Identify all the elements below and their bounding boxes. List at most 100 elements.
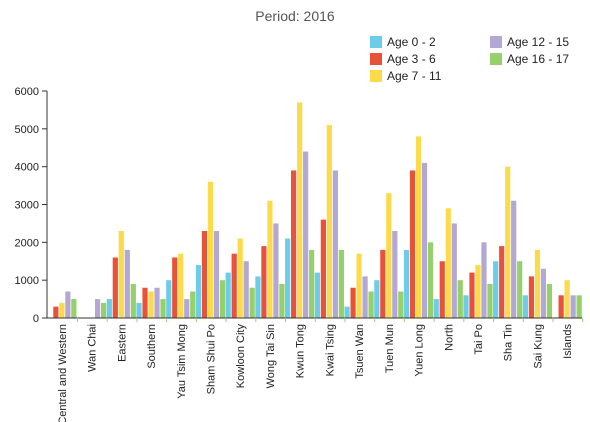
y-tick-label: 2000 [15, 237, 39, 249]
y-tick-label: 0 [33, 313, 39, 325]
bar[interactable] [291, 170, 297, 318]
bar[interactable] [112, 257, 118, 318]
legend-swatch[interactable] [370, 36, 382, 48]
bar[interactable] [201, 230, 208, 318]
bar[interactable] [374, 280, 380, 318]
legend-label[interactable]: Age 3 - 6 [387, 52, 436, 66]
bar[interactable] [415, 136, 422, 318]
bar[interactable] [190, 291, 196, 318]
bar[interactable] [380, 249, 386, 318]
bar[interactable] [481, 242, 487, 318]
bar[interactable] [534, 249, 541, 318]
bar[interactable] [469, 272, 475, 318]
bar[interactable] [184, 299, 190, 318]
legend-label[interactable]: Age 0 - 2 [387, 35, 436, 49]
bar[interactable] [195, 265, 202, 318]
bar[interactable] [427, 242, 434, 318]
bar[interactable] [493, 261, 499, 318]
bar[interactable] [136, 302, 142, 318]
bar[interactable] [297, 102, 303, 318]
bar[interactable] [100, 302, 107, 318]
bar[interactable] [522, 295, 529, 318]
bar[interactable] [517, 261, 523, 318]
bar[interactable] [332, 170, 338, 318]
bar[interactable] [409, 170, 416, 318]
bar[interactable] [386, 193, 392, 318]
bar[interactable] [124, 249, 130, 318]
bar[interactable] [451, 223, 457, 318]
bar[interactable] [362, 276, 368, 318]
bar[interactable] [279, 283, 285, 318]
bar[interactable] [309, 249, 315, 318]
bar[interactable] [231, 253, 237, 318]
bar[interactable] [457, 280, 463, 318]
bar[interactable] [219, 280, 226, 318]
bar[interactable] [528, 276, 535, 318]
bar[interactable] [326, 125, 332, 318]
bar[interactable] [320, 219, 326, 318]
bar[interactable] [65, 291, 71, 318]
bar[interactable] [207, 181, 214, 318]
legend-swatch[interactable] [490, 53, 502, 65]
bar[interactable] [53, 306, 59, 318]
bar[interactable] [154, 287, 160, 318]
bar[interactable] [166, 280, 172, 318]
bar[interactable] [576, 295, 582, 318]
bar[interactable] [225, 272, 231, 318]
bar[interactable] [267, 200, 273, 318]
bar[interactable] [148, 291, 154, 318]
bar[interactable] [392, 230, 398, 318]
bar[interactable] [237, 238, 243, 318]
bar[interactable] [59, 302, 65, 318]
bar[interactable] [160, 299, 166, 318]
bar[interactable] [463, 295, 469, 318]
bar[interactable] [106, 299, 112, 318]
bar[interactable] [344, 306, 350, 318]
bar[interactable] [475, 265, 481, 318]
bar[interactable] [403, 249, 410, 318]
x-tick-label: Wan Chai [87, 324, 99, 372]
bar[interactable] [445, 208, 451, 318]
bar[interactable] [558, 295, 564, 318]
bar[interactable] [130, 283, 136, 318]
bar[interactable] [249, 287, 255, 318]
bar[interactable] [243, 261, 249, 318]
legend-swatch[interactable] [370, 53, 382, 65]
bar[interactable] [71, 299, 77, 318]
bar[interactable] [303, 151, 309, 318]
bar[interactable] [255, 276, 261, 318]
bar[interactable] [350, 287, 356, 318]
legend-swatch[interactable] [490, 36, 502, 48]
legend-label[interactable]: Age 12 - 15 [507, 35, 569, 49]
bar[interactable] [564, 280, 570, 318]
bar[interactable] [142, 287, 148, 318]
bar[interactable] [433, 299, 439, 318]
bar[interactable] [118, 230, 124, 318]
bar[interactable] [338, 249, 344, 318]
bar[interactable] [439, 261, 445, 318]
legend-swatch[interactable] [370, 70, 382, 82]
bar[interactable] [178, 253, 184, 318]
bar[interactable] [570, 295, 576, 318]
bar[interactable] [314, 272, 320, 318]
bar[interactable] [94, 299, 101, 318]
bar[interactable] [368, 291, 374, 318]
bar[interactable] [261, 246, 267, 318]
bar[interactable] [499, 246, 505, 318]
legend-label[interactable]: Age 7 - 11 [387, 69, 442, 83]
x-tick-label: Yuen Long [414, 324, 426, 377]
bar[interactable] [511, 200, 517, 318]
bar[interactable] [172, 257, 178, 318]
bar[interactable] [487, 283, 493, 318]
bar[interactable] [421, 162, 428, 318]
legend-label[interactable]: Age 16 - 17 [507, 52, 569, 66]
bar[interactable] [213, 230, 220, 318]
bar[interactable] [505, 166, 511, 318]
bar[interactable] [540, 268, 547, 318]
bar[interactable] [273, 223, 279, 318]
x-tick-label: Wong Tai Sin [265, 324, 277, 388]
bar[interactable] [356, 253, 362, 318]
bar[interactable] [398, 291, 404, 318]
bar[interactable] [546, 283, 553, 318]
bar[interactable] [285, 238, 291, 318]
